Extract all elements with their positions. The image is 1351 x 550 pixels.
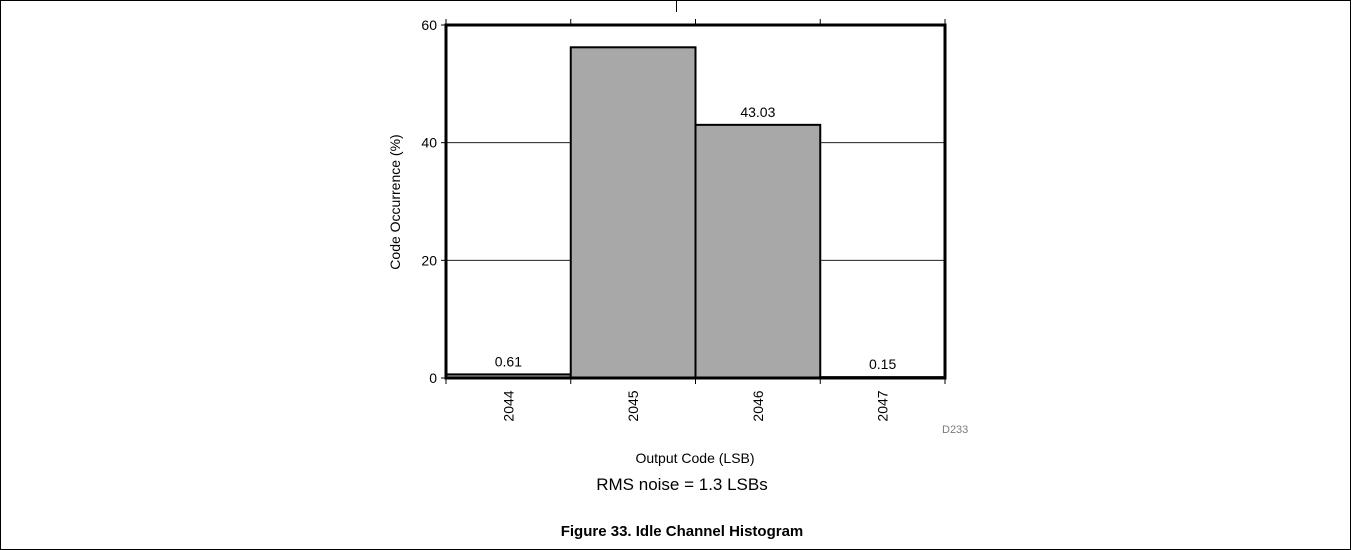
x-tick-label-2045: 2045 <box>625 390 641 421</box>
y-tick-label-20: 20 <box>421 252 437 268</box>
data-label-2044: 0.61 <box>495 353 522 369</box>
bars <box>445 46 946 380</box>
x-tick-label-2047: 2047 <box>875 390 891 421</box>
data-label-2047: 0.15 <box>869 356 896 372</box>
bar-2046 <box>694 123 822 379</box>
y-tick-labels: 0 20 40 60 <box>421 17 437 386</box>
histogram-chart: 0 20 40 60 2044 2045 2046 2047 0.61 43.03 0.15 C… <box>387 17 968 466</box>
axis-ticks <box>441 19 946 384</box>
chart-annotation-code: D233 <box>942 424 968 436</box>
data-label-2046: 43.03 <box>740 104 775 120</box>
y-tick-label-40: 40 <box>421 135 437 151</box>
y-axis-label: Code Occurrence (%) <box>387 134 403 269</box>
x-axis-label: Output Code (LSB) <box>635 450 754 466</box>
figure-caption: Figure 33. Idle Channel Histogram <box>561 523 804 540</box>
rms-noise-note: RMS noise = 1.3 LSBs <box>596 475 768 494</box>
bar-2045 <box>569 46 697 380</box>
x-tick-labels: 2044 2045 2046 2047 <box>500 390 890 421</box>
y-tick-label-0: 0 <box>429 370 437 386</box>
x-tick-label-2044: 2044 <box>500 390 516 421</box>
y-tick-label-60: 60 <box>421 17 437 33</box>
x-tick-label-2046: 2046 <box>750 390 766 421</box>
data-labels: 0.61 43.03 0.15 <box>495 104 897 372</box>
